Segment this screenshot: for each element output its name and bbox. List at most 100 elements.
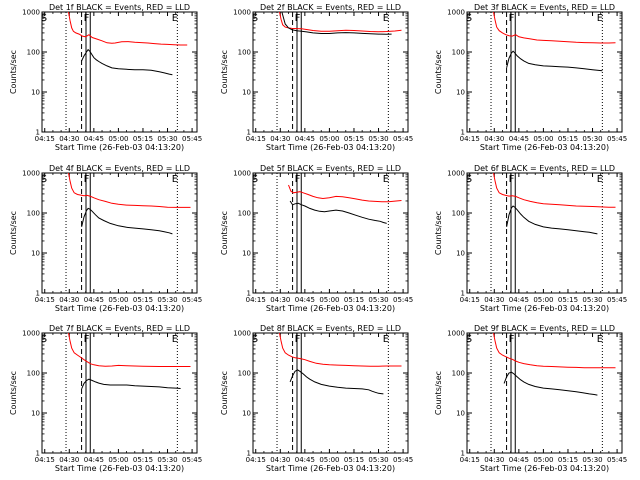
series-lld-line	[279, 12, 402, 33]
y-tick-label: 1000	[233, 330, 251, 338]
x-tick-label: 04:15	[35, 456, 55, 464]
x-tick-label: 05:45	[182, 296, 202, 304]
y-tick-label: 100	[452, 370, 465, 378]
series-events-line	[503, 371, 598, 396]
x-tick-label: 05:00	[108, 456, 128, 464]
y-tick-label: 10	[456, 250, 465, 258]
x-tick-label: 04:30	[484, 135, 504, 143]
x-tick-label: 05:00	[533, 456, 553, 464]
x-tick-label: 05:45	[393, 135, 413, 143]
y-tick-label: 100	[238, 370, 251, 378]
x-tick-label: 04:45	[84, 296, 104, 304]
x-tick-label: 04:15	[460, 296, 480, 304]
x-tick-label: 04:45	[509, 296, 529, 304]
x-tick-label: 05:00	[319, 135, 339, 143]
series-lld-line	[68, 333, 191, 367]
y-tick-label: 1	[247, 129, 251, 137]
y-axis-label: Counts/sec	[220, 371, 229, 415]
x-tick-label: 04:15	[35, 135, 55, 143]
y-tick-label: 1	[36, 290, 40, 298]
y-tick-label: 1	[461, 129, 465, 137]
x-tick-label: 05:15	[133, 456, 153, 464]
x-tick-label: 05:30	[368, 296, 388, 304]
y-tick-label: 100	[238, 49, 251, 57]
series-events-line	[81, 207, 173, 235]
x-tick-label: 05:45	[607, 135, 627, 143]
x-tick-label: 04:30	[484, 456, 504, 464]
series-lld-line	[68, 12, 188, 46]
panel-title: Det 6f BLACK = Events, RED = LLD	[474, 164, 615, 173]
x-tick-label: 04:30	[270, 135, 290, 143]
x-tick-label: 05:30	[582, 456, 602, 464]
flag-label-start: S	[41, 13, 47, 24]
flag-label-end: E	[172, 334, 178, 345]
y-tick-label: 10	[456, 410, 465, 418]
flag-label-start: S	[41, 334, 47, 345]
y-tick-label: 1000	[447, 9, 465, 17]
y-tick-label: 1	[461, 450, 465, 458]
series-events-line	[506, 50, 603, 72]
plot-frame	[41, 11, 198, 133]
plot-frame	[41, 172, 198, 294]
y-axis-label: Counts/sec	[434, 50, 443, 94]
y-tick-label: 10	[242, 89, 251, 97]
x-tick-label: 04:15	[246, 135, 266, 143]
flag-label-flare: F	[295, 13, 301, 24]
flag-label-end: E	[383, 13, 389, 24]
y-axis-label: Counts/sec	[220, 211, 229, 255]
x-axis-label: Start Time (26-Feb-03 04:13:20)	[55, 143, 184, 152]
y-axis-label: Counts/sec	[434, 371, 443, 415]
x-axis-label: Start Time (26-Feb-03 04:13:20)	[266, 304, 395, 313]
x-tick-label: 04:15	[460, 135, 480, 143]
flag-label-flare: F	[84, 13, 90, 24]
plot-frame	[466, 11, 623, 133]
y-tick-label: 1000	[447, 170, 465, 178]
y-tick-label: 1000	[22, 9, 40, 17]
x-tick-label: 04:15	[246, 296, 266, 304]
series-events-line	[289, 200, 387, 224]
y-tick-label: 100	[27, 49, 40, 57]
x-tick-label: 05:15	[133, 296, 153, 304]
flag-label-end: E	[172, 13, 178, 24]
y-tick-label: 100	[452, 49, 465, 57]
flag-label-end: E	[383, 334, 389, 345]
x-tick-label: 05:30	[368, 456, 388, 464]
x-tick-label: 05:45	[393, 456, 413, 464]
y-tick-label: 100	[452, 210, 465, 218]
x-tick-label: 05:15	[558, 456, 578, 464]
x-tick-label: 05:45	[393, 296, 413, 304]
panel-4: Det 4f BLACK = Events, RED = LLD 1 10 100 10…	[9, 164, 202, 313]
x-tick-label: 04:45	[509, 456, 529, 464]
flag-label-start: S	[466, 334, 472, 345]
x-tick-label: 05:00	[533, 135, 553, 143]
y-tick-label: 100	[27, 210, 40, 218]
x-axis-label: Start Time (26-Feb-03 04:13:20)	[480, 143, 609, 152]
y-tick-label: 1	[247, 290, 251, 298]
plot-frame	[252, 172, 409, 294]
x-tick-label: 05:15	[344, 296, 364, 304]
x-tick-label: 05:30	[582, 296, 602, 304]
panel-title: Det 7f BLACK = Events, RED = LLD	[49, 324, 190, 333]
x-tick-label: 05:00	[108, 135, 128, 143]
x-tick-label: 05:30	[157, 296, 177, 304]
y-tick-label: 10	[242, 410, 251, 418]
x-tick-label: 05:15	[344, 456, 364, 464]
x-axis-label: Start Time (26-Feb-03 04:13:20)	[266, 143, 395, 152]
flag-label-end: E	[597, 13, 603, 24]
x-axis-label: Start Time (26-Feb-03 04:13:20)	[55, 304, 184, 313]
x-tick-label: 05:30	[157, 135, 177, 143]
y-tick-label: 10	[31, 89, 40, 97]
x-tick-label: 04:15	[35, 296, 55, 304]
y-tick-label: 1	[247, 450, 251, 458]
x-tick-label: 05:00	[533, 296, 553, 304]
flag-label-start: S	[41, 174, 47, 185]
series-lld-line	[279, 333, 402, 367]
series-lld-line	[493, 333, 616, 369]
x-tick-label: 04:30	[59, 296, 79, 304]
flag-label-flare: F	[509, 174, 515, 185]
panel-8: Det 8f BLACK = Events, RED = LLD 1 10 100 10…	[220, 324, 413, 473]
flag-label-end: E	[383, 174, 389, 185]
y-tick-label: 1000	[22, 170, 40, 178]
panel-title: Det 5f BLACK = Events, RED = LLD	[260, 164, 401, 173]
